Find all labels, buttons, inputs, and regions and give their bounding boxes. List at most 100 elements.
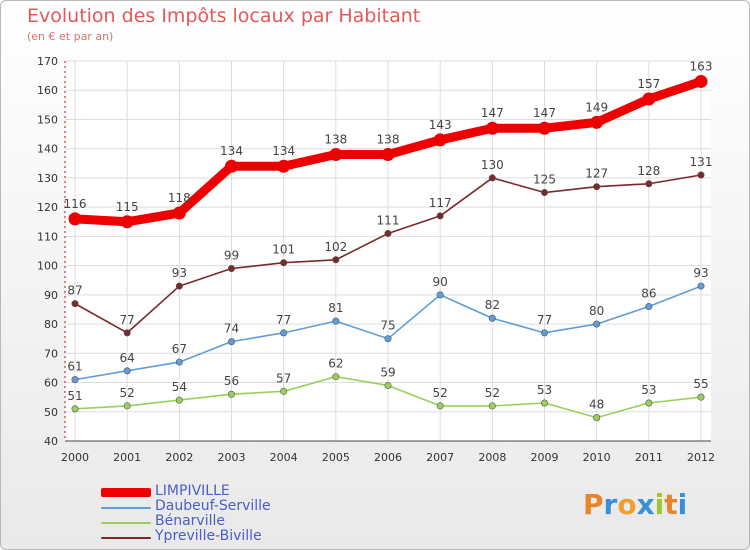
- logo-letter: o: [617, 488, 637, 521]
- legend-label: LIMPIVILLE: [155, 483, 230, 499]
- y-tick-label: 80: [44, 318, 58, 331]
- data-label: 130: [481, 158, 504, 172]
- x-tick-label: 2009: [531, 451, 559, 464]
- y-tick-label: 70: [44, 347, 58, 360]
- x-tick-label: 2011: [635, 451, 663, 464]
- data-point: [645, 399, 653, 407]
- x-tick-label: 2004: [270, 451, 298, 464]
- data-label: 52: [433, 386, 448, 400]
- data-label: 127: [585, 167, 608, 181]
- data-point: [175, 282, 183, 290]
- data-label: 61: [67, 360, 82, 374]
- logo-letter: i: [677, 488, 688, 521]
- data-point: [540, 329, 548, 337]
- data-label: 53: [641, 383, 656, 397]
- data-point: [384, 381, 392, 389]
- data-label: 90: [433, 275, 448, 289]
- data-point: [225, 159, 238, 173]
- y-tick-label: 40: [44, 435, 58, 448]
- x-tick-label: 2012: [687, 451, 715, 464]
- data-point: [694, 74, 708, 88]
- data-point: [642, 92, 656, 106]
- logo-letter: t: [664, 488, 678, 521]
- y-tick-label: 90: [44, 289, 58, 302]
- data-point: [436, 212, 444, 220]
- y-tick-label: 150: [37, 113, 58, 126]
- data-label: 93: [693, 266, 708, 280]
- x-tick-label: 2001: [113, 451, 141, 464]
- data-point: [488, 314, 496, 322]
- data-label: 116: [64, 197, 87, 211]
- x-tick-label: 2007: [426, 451, 454, 464]
- data-label: 75: [380, 319, 395, 333]
- logo-letter: P: [583, 488, 604, 521]
- legend-swatch: [101, 522, 151, 524]
- data-label: 77: [276, 313, 291, 327]
- data-point: [436, 291, 444, 299]
- data-label: 77: [120, 313, 135, 327]
- data-point: [277, 159, 291, 173]
- data-point: [123, 367, 131, 375]
- data-label: 163: [690, 59, 713, 73]
- data-point: [590, 115, 604, 129]
- data-label: 87: [67, 284, 82, 298]
- data-label: 134: [220, 144, 243, 158]
- data-point: [593, 320, 601, 328]
- data-point: [123, 402, 131, 410]
- x-tick-label: 2005: [322, 451, 350, 464]
- x-tick-label: 2002: [165, 451, 193, 464]
- data-label: 99: [224, 249, 239, 263]
- data-label: 67: [172, 342, 187, 356]
- data-point: [280, 329, 288, 337]
- data-point: [228, 390, 236, 398]
- data-label: 138: [324, 133, 347, 147]
- data-point: [384, 229, 392, 237]
- data-label: 82: [485, 298, 500, 312]
- y-tick-label: 60: [44, 377, 58, 390]
- data-label: 59: [380, 365, 395, 379]
- data-label: 62: [328, 357, 343, 371]
- data-label: 51: [67, 389, 82, 403]
- data-point: [175, 358, 183, 366]
- legend-swatch: [101, 537, 151, 539]
- data-point: [172, 206, 186, 220]
- data-point: [540, 189, 548, 197]
- data-point: [593, 183, 601, 191]
- data-label: 147: [533, 106, 556, 120]
- legend-swatch: [101, 488, 151, 497]
- data-label: 102: [324, 240, 347, 254]
- data-label: 52: [120, 386, 135, 400]
- data-point: [332, 373, 340, 381]
- y-tick-label: 160: [37, 84, 58, 97]
- data-label: 125: [533, 173, 556, 187]
- data-point: [228, 338, 236, 346]
- data-label: 93: [172, 266, 187, 280]
- data-point: [485, 121, 499, 135]
- logo-letter: r: [603, 488, 618, 521]
- data-label: 149: [585, 100, 608, 114]
- data-label: 131: [690, 155, 713, 169]
- data-point: [68, 212, 82, 226]
- data-point: [71, 300, 79, 308]
- data-point: [329, 148, 343, 162]
- data-label: 64: [120, 351, 135, 365]
- chart-title: Evolution des Impôts locaux par Habitant: [27, 5, 421, 27]
- y-tick-label: 50: [44, 406, 58, 419]
- legend-label: Bénarville: [155, 513, 225, 529]
- y-tick-label: 110: [37, 230, 58, 243]
- data-label: 134: [272, 144, 295, 158]
- legend-swatch: [101, 507, 151, 509]
- data-label: 52: [485, 386, 500, 400]
- data-label: 143: [429, 118, 452, 132]
- data-point: [645, 180, 653, 188]
- y-tick-label: 140: [37, 143, 58, 156]
- data-label: 81: [328, 301, 343, 315]
- data-label: 56: [224, 374, 239, 388]
- data-label: 55: [693, 377, 708, 391]
- data-point: [228, 265, 236, 273]
- data-label: 101: [272, 243, 295, 257]
- data-point: [384, 335, 392, 343]
- data-label: 48: [589, 398, 604, 412]
- legend-label: Daubeuf-Serville: [155, 498, 271, 514]
